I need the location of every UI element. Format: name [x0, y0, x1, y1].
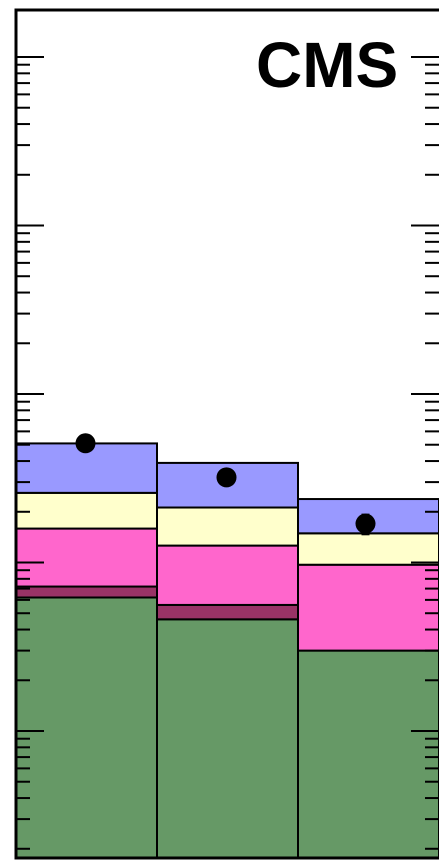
histogram-bar: [15, 596, 158, 859]
histogram-bar: [297, 563, 439, 652]
plot-frame: [14, 8, 439, 860]
data-point: [216, 467, 237, 488]
axis-ticks: [16, 56, 439, 850]
histogram-bar: [156, 506, 299, 547]
histogram-bar: [156, 603, 299, 621]
data-points: [75, 433, 376, 536]
histogram-bar: [156, 618, 299, 860]
histogram-bar: [15, 585, 158, 599]
data-point: [75, 433, 96, 454]
data-point: [355, 513, 376, 534]
histogram-bar: [297, 649, 439, 859]
plot-border: [14, 8, 439, 860]
histogram-bar: [15, 527, 158, 588]
histogram-bar: [15, 491, 158, 530]
histogram-bar: [297, 532, 439, 566]
stacked-histogram: [15, 442, 439, 860]
experiment-label: CMS: [256, 29, 398, 101]
histogram-bar: [156, 544, 299, 606]
